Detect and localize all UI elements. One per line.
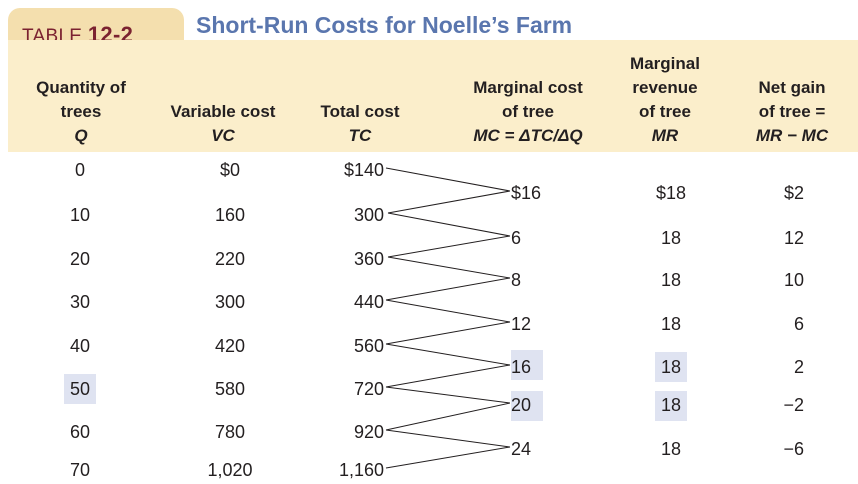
variable-cost-cell: 160 [214, 205, 246, 225]
header-mr-line1: Marginal [630, 54, 700, 73]
header-quantity-line2: trees [60, 102, 102, 121]
quantity-cell: 30 [69, 292, 91, 312]
quantity-cell: 60 [69, 422, 91, 442]
net-gain-cell: 6 [793, 314, 804, 334]
tc-to-mc-connector [387, 190, 511, 214]
marginal-cost-cell: 24 [511, 439, 532, 459]
total-cost-cell: $140 [343, 160, 384, 180]
header-mr-line2: revenue [632, 78, 698, 97]
net-gain-cell: 10 [783, 270, 804, 290]
marginal-revenue-cell: 18 [660, 228, 682, 248]
marginal-cost-cell: 6 [511, 228, 522, 248]
tc-to-mc-connector [387, 256, 511, 279]
tc-to-mc-connector [385, 386, 511, 404]
tc-to-mc-connector [385, 429, 511, 448]
variable-cost-cell: 1,020 [207, 460, 253, 480]
net-gain-cell: 2 [793, 357, 804, 377]
tc-to-mc-connector [385, 167, 511, 192]
header-total-cost: Total cost TC [304, 100, 416, 148]
highlight-mc-20 [511, 391, 543, 421]
highlight-mr-18-a [655, 352, 687, 382]
tc-to-mc-connector [385, 277, 511, 301]
marginal-revenue-cell: 18 [660, 270, 682, 290]
header-mc-line1: Marginal cost [473, 78, 583, 97]
marginal-cost-cell: 16 [511, 357, 532, 377]
quantity-cell: 10 [69, 205, 91, 225]
header-mc-line2: of tree [502, 102, 554, 121]
header-tc-symbol: TC [348, 126, 372, 145]
net-gain-cell: 12 [783, 228, 804, 248]
tc-to-mc-connector [385, 343, 511, 366]
total-cost-cell: 300 [353, 205, 384, 225]
total-cost-cell: 1,160 [338, 460, 384, 480]
tc-to-mc-connector [387, 235, 511, 258]
header-mr-line3: of tree [639, 102, 691, 121]
net-gain-cell: −2 [783, 395, 804, 415]
header-marginal-revenue: Marginal revenue of tree MR [610, 52, 720, 148]
marginal-cost-cell: 20 [511, 395, 532, 415]
marginal-revenue-cell: $18 [655, 183, 687, 203]
header-net-line1: Net gain [758, 78, 826, 97]
highlight-mc-16 [511, 350, 543, 380]
net-gain-cell: $2 [783, 183, 804, 203]
tc-to-mc-connector [385, 446, 511, 469]
tc-to-mc-connector [385, 364, 511, 388]
marginal-revenue-cell: 18 [660, 314, 682, 334]
highlight-mr-18-b [655, 391, 687, 421]
marginal-revenue-cell: 18 [660, 357, 682, 377]
header-quantity-symbol: Q [74, 126, 88, 145]
header-quantity-line1: Quantity of [36, 78, 126, 97]
quantity-cell: 70 [69, 460, 91, 480]
header-vc-symbol: VC [211, 126, 235, 145]
variable-cost-cell: 300 [214, 292, 246, 312]
tc-to-mc-connector [387, 212, 511, 237]
variable-cost-cell: 420 [214, 336, 246, 356]
quantity-cell: 40 [69, 336, 91, 356]
variable-cost-cell: 780 [214, 422, 246, 442]
variable-cost-cell: 220 [214, 249, 246, 269]
quantity-cell: 0 [74, 160, 85, 180]
marginal-cost-cell: $16 [511, 183, 542, 203]
total-cost-cell: 720 [353, 379, 384, 399]
header-marginal-cost: Marginal cost of tree MC = ΔTC/ΔQ [448, 76, 608, 148]
header-variable-cost: Variable cost VC [150, 100, 296, 148]
net-gain-cell: −6 [783, 439, 804, 459]
total-cost-cell: 440 [353, 292, 384, 312]
header-mc-formula: MC = ΔTC/ΔQ [473, 126, 583, 145]
variable-cost-cell: $0 [219, 160, 241, 180]
quantity-cell: 20 [69, 249, 91, 269]
highlight-q-50 [64, 374, 96, 404]
marginal-cost-cell: 12 [511, 314, 532, 334]
header-mr-symbol: MR [651, 126, 679, 145]
marginal-cost-cell: 8 [511, 270, 522, 290]
quantity-cell: 50 [69, 379, 91, 399]
total-cost-cell: 360 [353, 249, 384, 269]
table-title: Short-Run Costs for Noelle’s Farm [196, 12, 573, 38]
header-band [8, 40, 858, 152]
header-tc-line1: Total cost [320, 102, 400, 121]
total-cost-cell: 560 [353, 336, 384, 356]
tc-to-mc-connector [385, 402, 511, 431]
header-quantity: Quantity of trees Q [18, 76, 144, 148]
tc-to-mc-connector [385, 299, 511, 323]
marginal-revenue-cell: 18 [660, 439, 682, 459]
header-vc-line1: Variable cost [170, 102, 276, 121]
header-net-formula: MR − MC [755, 126, 829, 145]
marginal-revenue-cell: 18 [660, 395, 682, 415]
header-net-line2: of tree = [758, 102, 826, 121]
variable-cost-cell: 580 [214, 379, 246, 399]
tc-to-mc-connector [385, 321, 511, 345]
total-cost-cell: 920 [353, 422, 384, 442]
header-net-gain: Net gain of tree = MR − MC [728, 76, 856, 148]
